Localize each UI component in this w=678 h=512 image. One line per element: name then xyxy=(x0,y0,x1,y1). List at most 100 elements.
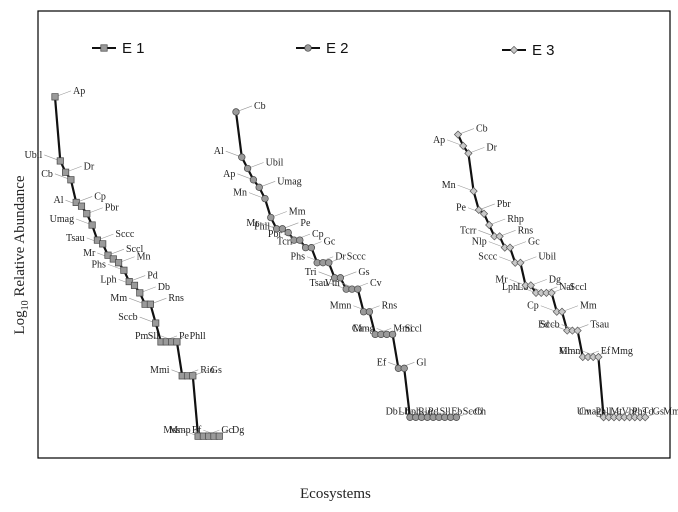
point-label: Mmn xyxy=(330,301,352,312)
data-point xyxy=(479,209,489,218)
point-label: Gl xyxy=(560,346,570,357)
point-label: Mmp xyxy=(169,425,191,436)
data-point xyxy=(296,236,304,244)
series-3: Cb Ap Dr Mn Pbr Pe Rhp Tcrr Rns Nlp Gc Sccc Ubil Mr Dg… xyxy=(433,124,678,422)
data-point xyxy=(67,176,75,184)
point-label: Umag xyxy=(277,176,301,187)
data-point xyxy=(336,274,345,282)
point-label: Dg xyxy=(232,425,244,436)
point-label: Tcrr xyxy=(277,237,294,248)
point-label: Cv xyxy=(370,278,382,289)
point-label: Rns xyxy=(518,225,534,236)
point-label: Mr xyxy=(83,248,96,259)
data-point xyxy=(400,364,408,372)
point-label: Mm xyxy=(289,206,306,217)
data-point xyxy=(243,164,252,173)
point-label: Lph xyxy=(100,274,116,285)
data-point xyxy=(547,288,556,297)
point-label: Lb xyxy=(517,282,528,293)
data-point xyxy=(93,236,101,244)
point-label: Gs xyxy=(211,365,222,376)
point-label: Mmi xyxy=(393,323,413,334)
point-label: Pe xyxy=(179,331,190,342)
point-label: Ch xyxy=(474,406,486,417)
y-axis-label-sub: 10 xyxy=(20,300,31,310)
data-point xyxy=(83,210,91,218)
point-label: Cb xyxy=(41,169,53,180)
point-label: Ap xyxy=(433,135,445,146)
point-label: Ubil xyxy=(266,157,284,168)
point-label: Gc xyxy=(528,237,540,248)
point-label: Cb xyxy=(476,124,488,135)
point-label: Cp xyxy=(527,301,539,312)
legend-item-1: E 1 xyxy=(92,40,145,57)
point-label: Pd xyxy=(428,406,439,417)
data-point xyxy=(284,228,292,237)
point-label: Tcrr xyxy=(460,225,477,236)
data-point xyxy=(238,153,246,161)
point-label: Mr xyxy=(495,274,508,285)
data-point xyxy=(77,202,86,210)
point-label: Eb xyxy=(451,406,462,417)
data-point xyxy=(526,281,535,290)
point-label: Ca xyxy=(352,323,364,334)
point-label: Lph xyxy=(405,406,421,417)
point-label: Mn xyxy=(233,188,247,199)
legend-label: E 2 xyxy=(326,40,349,57)
y-axis-label-main: Log xyxy=(12,310,28,335)
y-axis-label-rest: Relative Abundance xyxy=(12,175,28,300)
data-point xyxy=(505,243,515,252)
point-label: Mm xyxy=(580,301,597,312)
point-label: Pe xyxy=(456,203,467,214)
point-label: Td xyxy=(642,406,653,417)
point-label: Phll xyxy=(254,222,270,233)
point-label: Sccl xyxy=(570,282,587,293)
legend-item-2: E 2 xyxy=(296,40,349,57)
data-point xyxy=(495,232,504,241)
data-point xyxy=(88,221,96,229)
point-label: Ef xyxy=(192,425,202,436)
svg-text:Log10 Relative Abundance: Log10 Relative Abundance xyxy=(12,175,31,334)
data-point xyxy=(459,141,468,150)
data-point xyxy=(146,300,154,308)
data-point xyxy=(261,194,269,203)
point-label: Sccl xyxy=(405,323,422,334)
data-point xyxy=(594,352,603,362)
point-label: Dr xyxy=(335,252,346,263)
data-point xyxy=(307,243,316,252)
point-label: Tri xyxy=(305,267,317,278)
data-point xyxy=(365,308,374,316)
point-label: Phs xyxy=(291,252,306,263)
series-1: Ap Ubil Dr Cb Cp Al Pbr Umag Sccc Tsau Sccl Mr Mn Phs… xyxy=(25,86,244,440)
data-point xyxy=(215,432,223,440)
data-point xyxy=(232,108,240,116)
point-label: Gs xyxy=(653,406,664,417)
data-point xyxy=(115,259,123,267)
legend-marker xyxy=(304,44,312,52)
point-label: Umag xyxy=(50,214,74,225)
point-label: Gc xyxy=(221,425,233,436)
point-label: Cv xyxy=(579,406,591,417)
data-point xyxy=(354,285,362,293)
y-axis-label: Log10 Relative Abundance xyxy=(6,150,36,360)
point-label: Db xyxy=(158,282,170,293)
point-label: Ef xyxy=(601,346,611,357)
point-label: Al xyxy=(214,146,224,157)
data-point xyxy=(278,225,287,233)
data-point xyxy=(51,93,59,101)
point-label: Cp xyxy=(312,229,324,240)
point-label: Rio xyxy=(418,406,432,417)
point-label: Tsau xyxy=(590,320,609,331)
point-label: Rns xyxy=(168,293,184,304)
point-label: Ubil xyxy=(538,252,556,263)
point-label: Pe xyxy=(300,218,311,229)
point-label: Rhp xyxy=(507,214,524,225)
data-point xyxy=(573,326,582,335)
point-label: Sll xyxy=(148,331,159,342)
data-point xyxy=(516,258,525,267)
point-label: Sccl xyxy=(126,244,143,255)
point-label: Mmn xyxy=(559,346,581,357)
series-2: Cb Al Ubil Ap Umag Mn Mm Mr Pe Phll Cp Pbr Gc Tcrr Dr P… xyxy=(214,101,486,421)
point-label: Nlp xyxy=(472,237,487,248)
